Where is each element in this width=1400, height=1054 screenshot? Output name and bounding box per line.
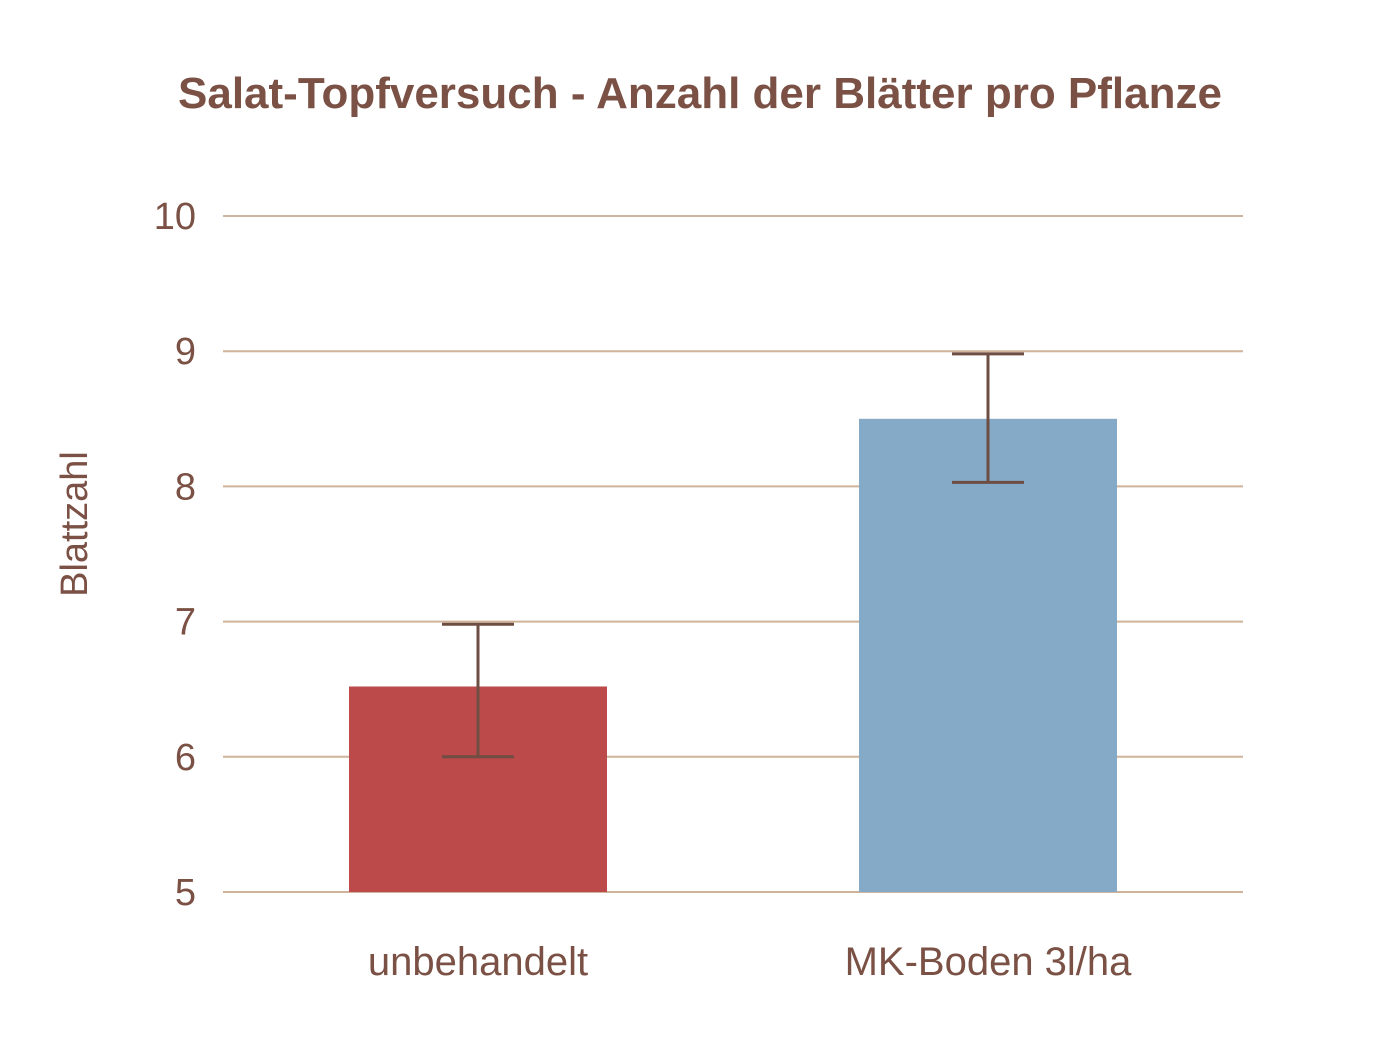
y-tick-label: 8 xyxy=(175,466,196,508)
y-tick-label: 7 xyxy=(175,602,196,644)
y-axis-label: Blattzahl xyxy=(54,451,96,597)
x-category-label: unbehandelt xyxy=(368,940,588,984)
x-category-label: MK-Boden 3l/ha xyxy=(845,940,1133,984)
bars xyxy=(349,418,1117,892)
y-axis-ticks: 5 6 7 8 9 10 xyxy=(154,196,196,914)
chart-title: Salat-Topfversuch - Anzahl der Blätter p… xyxy=(178,69,1222,118)
error-bars xyxy=(442,352,1024,759)
y-tick-label: 10 xyxy=(154,196,196,238)
y-tick-label: 6 xyxy=(175,737,196,779)
bar xyxy=(859,418,1117,892)
y-tick-label: 5 xyxy=(175,872,196,914)
x-axis-labels: unbehandelt MK-Boden 3l/ha xyxy=(368,940,1132,984)
y-tick-label: 9 xyxy=(175,331,196,373)
